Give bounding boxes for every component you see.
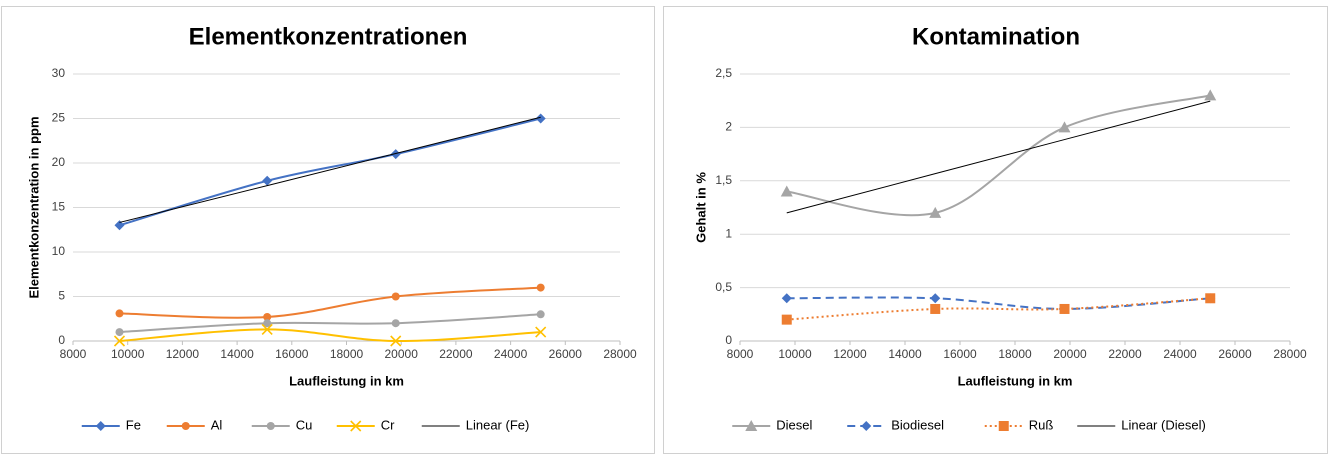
x-tick-label: 22000: [1108, 347, 1142, 361]
x-tick-label: 8000: [727, 347, 754, 361]
marker: [781, 314, 792, 325]
y-tick-label: 10: [52, 244, 66, 258]
legend-label: Cr: [381, 417, 395, 432]
legend-label: Linear (Fe): [466, 417, 530, 432]
x-tick-label: 20000: [385, 347, 419, 361]
x-tick-label: 10000: [111, 347, 145, 361]
x-tick-label: 10000: [778, 347, 812, 361]
legend-label: Cu: [296, 417, 313, 432]
series-line: [786, 297, 1211, 321]
marker: [391, 292, 400, 301]
x-tick-label: 18000: [330, 347, 364, 361]
y-tick-label: 1: [725, 226, 732, 240]
series-line: [786, 100, 1211, 214]
series-line: [119, 313, 541, 334]
y-axis-label: Elementkonzentration in ppm: [26, 116, 41, 298]
marker: [1204, 89, 1217, 101]
marker: [391, 319, 400, 328]
marker: [390, 149, 401, 160]
marker: [1205, 293, 1216, 304]
marker: [781, 293, 792, 304]
marker: [261, 323, 273, 335]
series-line: [119, 116, 541, 223]
x-tick-label: 14000: [888, 347, 922, 361]
legend-label: Linear (Diesel): [1121, 417, 1206, 432]
x-tick-label: 26000: [549, 347, 583, 361]
x-tick-label: 24000: [494, 347, 528, 361]
marker: [1058, 121, 1071, 133]
x-tick-label: 24000: [1163, 347, 1197, 361]
x-tick-label: 16000: [943, 347, 977, 361]
chart-frame: [1, 6, 655, 454]
marker: [535, 326, 547, 338]
legend-marker: [350, 420, 362, 432]
marker: [263, 319, 272, 328]
marker: [536, 283, 545, 292]
y-tick-label: 2: [725, 120, 732, 134]
marker: [114, 220, 125, 231]
x-tick-label: 28000: [603, 347, 637, 361]
legend-label: Ruß: [1029, 417, 1054, 432]
y-axis-label: Gehalt in %: [693, 172, 708, 243]
marker: [929, 206, 942, 218]
y-tick-label: 0: [58, 333, 65, 347]
marker: [390, 335, 402, 347]
legend-marker: [266, 422, 275, 430]
x-tick-label: 26000: [1218, 347, 1252, 361]
x-tick-label: 14000: [220, 347, 254, 361]
x-tick-label: 12000: [166, 347, 200, 361]
legend-marker: [861, 421, 872, 431]
legend-marker: [95, 421, 106, 431]
legend-label: Fe: [126, 417, 141, 432]
y-tick-label: 30: [52, 66, 66, 80]
series-line: [119, 286, 541, 319]
x-tick-label: 28000: [1273, 347, 1307, 361]
chart-title: Elementkonzentrationen: [189, 23, 468, 50]
x-tick-label: 22000: [439, 347, 473, 361]
legend-label: Biodiesel: [891, 417, 944, 432]
legend-label: Al: [211, 417, 223, 432]
x-tick-label: 16000: [275, 347, 309, 361]
marker: [780, 185, 793, 197]
marker: [536, 310, 545, 319]
y-tick-label: 2,5: [715, 66, 732, 80]
chart-frame: [663, 6, 1328, 454]
chart-title: Kontamination: [912, 23, 1080, 50]
x-axis-label: Laufleistung in km: [289, 373, 404, 388]
marker: [262, 175, 273, 186]
y-tick-label: 1,5: [715, 173, 732, 187]
legend-marker: [745, 420, 758, 431]
legend-marker: [181, 422, 190, 430]
y-tick-label: 20: [52, 155, 66, 169]
series-line: [786, 296, 1211, 310]
series-line: [786, 94, 1211, 217]
series-line: [119, 117, 541, 227]
y-tick-label: 5: [58, 289, 65, 303]
marker: [263, 312, 272, 321]
marker: [115, 328, 124, 337]
marker: [1059, 303, 1070, 314]
marker: [930, 293, 941, 304]
y-tick-label: 25: [52, 111, 66, 125]
marker: [115, 309, 124, 318]
y-tick-label: 0: [725, 333, 732, 347]
legend-marker: [998, 421, 1009, 431]
marker: [113, 335, 126, 347]
x-tick-label: 20000: [1053, 347, 1087, 361]
x-axis-label: Laufleistung in km: [958, 373, 1073, 388]
marker: [930, 303, 941, 314]
y-tick-label: 15: [52, 200, 66, 214]
y-tick-label: 0,5: [715, 280, 732, 294]
series-line: [119, 328, 541, 343]
marker: [535, 113, 546, 124]
x-tick-label: 12000: [833, 347, 867, 361]
legend-label: Diesel: [776, 417, 812, 432]
x-tick-label: 18000: [998, 347, 1032, 361]
x-tick-label: 8000: [60, 347, 87, 361]
